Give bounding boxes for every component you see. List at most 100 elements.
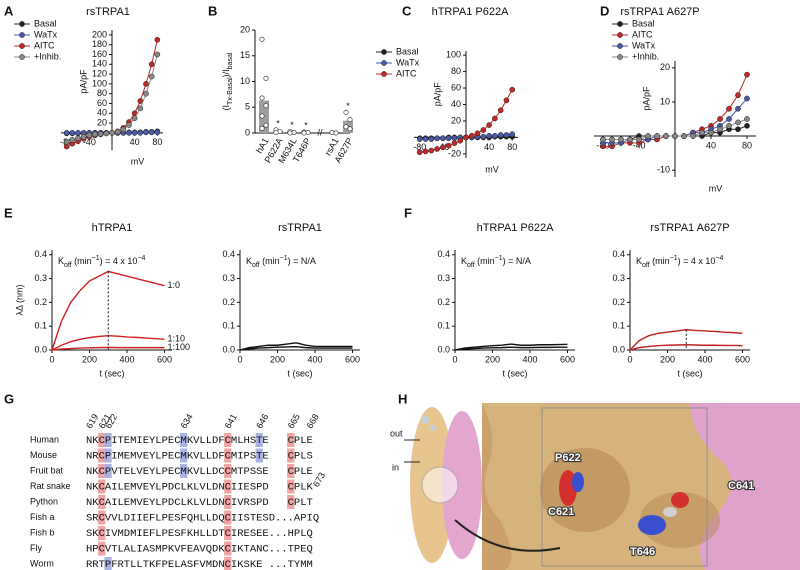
x-axis-label: t (sec) xyxy=(99,368,124,378)
data-point xyxy=(109,130,115,136)
data-point xyxy=(509,86,516,93)
series-label: 1:10 xyxy=(168,334,186,344)
annotation-part: −1 xyxy=(495,255,503,262)
data-point xyxy=(497,107,504,114)
annotation-part: K xyxy=(58,256,64,266)
data-point xyxy=(744,122,750,129)
data-point xyxy=(440,144,446,151)
data-point xyxy=(457,137,464,144)
data-point xyxy=(474,130,481,137)
x-axis-label: t (sec) xyxy=(502,368,527,378)
legend-label: WaTx xyxy=(396,57,420,67)
residue-highlight xyxy=(224,526,232,540)
panel-letter: G xyxy=(4,391,14,406)
legend-label: WaTx xyxy=(632,40,656,50)
y-tick-label: 80 xyxy=(97,88,107,98)
data-point xyxy=(654,133,660,139)
y-tick-label: 40 xyxy=(451,99,461,109)
annotation: Koff (min−1) = 4 x 10−4 xyxy=(58,255,146,269)
panel-letter: C xyxy=(402,3,412,18)
data-point xyxy=(273,129,279,135)
y-tick-label: 0.0 xyxy=(612,344,625,354)
y-tick-label: 20 xyxy=(451,115,461,125)
data-point xyxy=(708,129,714,136)
residue-highlight xyxy=(287,464,295,478)
position-label: 641 xyxy=(223,412,239,430)
data-point xyxy=(422,136,429,142)
sequence: SKCIVMDMIEFLPESFKHLLDTCIRESEE...HPLQ xyxy=(86,528,313,540)
data-point xyxy=(263,103,269,109)
data-point xyxy=(259,125,265,131)
chart-title: hTRPA1 P622A xyxy=(432,6,510,18)
data-point xyxy=(445,135,452,142)
data-point xyxy=(63,138,70,145)
annotation-part: −1 xyxy=(670,255,678,262)
data-point xyxy=(92,131,98,138)
x-tick-label: 0 xyxy=(452,354,457,364)
significance: * xyxy=(290,120,294,130)
y-tick-label: 0.3 xyxy=(34,273,47,283)
residue-highlight xyxy=(224,557,232,570)
annotation-part: off xyxy=(467,262,475,269)
data-point xyxy=(263,75,269,81)
data-point xyxy=(131,115,138,122)
data-point xyxy=(97,130,104,137)
atom xyxy=(421,416,429,424)
annotation-part: (min xyxy=(260,256,280,266)
y-tick-label: 5 xyxy=(245,102,250,112)
y-tick-label: 0.3 xyxy=(222,273,235,283)
zoom-circle xyxy=(421,466,459,504)
residue-highlight xyxy=(224,448,232,463)
species-label: Fish a xyxy=(30,512,55,522)
annotation-part: K xyxy=(246,256,252,266)
data-point xyxy=(329,129,335,135)
significance: * xyxy=(346,101,350,111)
y-tick-label: 10 xyxy=(240,76,250,86)
x-tick-label: 400 xyxy=(697,354,712,364)
annotation-part: −4 xyxy=(137,255,145,262)
data-point xyxy=(735,92,741,98)
y-tick-label: 0.2 xyxy=(612,297,625,307)
y-tick-label: 0.2 xyxy=(437,297,450,307)
annotation-part: ) = N/A xyxy=(288,256,316,266)
data-point xyxy=(416,136,423,142)
chart-title: rsTRPA1 xyxy=(278,222,322,234)
y-tick-label: 20 xyxy=(660,62,670,72)
residue-label: C641 xyxy=(728,480,754,492)
data-point xyxy=(672,133,678,139)
chart-title: hTRPA1 P622A xyxy=(477,222,555,234)
annotation-part: (min xyxy=(650,256,670,266)
data-point xyxy=(291,129,297,135)
residue-highlight xyxy=(224,510,232,525)
annotation-part: −4 xyxy=(715,255,723,262)
data-point xyxy=(347,126,353,132)
y-tick-label: 0.4 xyxy=(34,249,47,259)
residue-highlight xyxy=(98,495,106,509)
legend-marker xyxy=(617,54,623,60)
data-point xyxy=(75,130,81,136)
sequence: NKCPITEMIEYLPECMKVLLDFCMLHSTE CPLE xyxy=(86,435,313,447)
annotation-part: (min xyxy=(72,256,92,266)
x-axis-label: t (sec) xyxy=(677,368,702,378)
compartment-label: in xyxy=(392,462,399,472)
data-point xyxy=(114,129,121,135)
panel-letter: H xyxy=(398,391,407,406)
residue-label: T646 xyxy=(630,546,655,558)
data-point xyxy=(492,132,498,139)
sequence: NRCPIMEMVEYLPECMKVLLDFCMIPSTE CPLS xyxy=(86,450,313,462)
legend-label: AITC xyxy=(632,29,653,39)
x-tick-label: 40 xyxy=(706,140,716,150)
data-point xyxy=(445,142,452,149)
sequence: NKCAILEMVEYLPDCLKLVLDNCIVRSPD CPLT xyxy=(86,497,313,509)
y-tick-label: -10 xyxy=(657,165,670,175)
data-point xyxy=(126,130,132,136)
y-axis-label-part: Tx-Basal xyxy=(227,77,234,105)
data-point xyxy=(148,73,155,80)
data-point xyxy=(69,136,76,143)
y-tick-label: -20 xyxy=(448,148,461,158)
data-point xyxy=(486,122,492,128)
series-line xyxy=(239,342,353,351)
y-tick-label: 0.1 xyxy=(34,321,47,331)
panel-letter: D xyxy=(600,3,609,18)
residue-label: P622 xyxy=(555,452,581,464)
